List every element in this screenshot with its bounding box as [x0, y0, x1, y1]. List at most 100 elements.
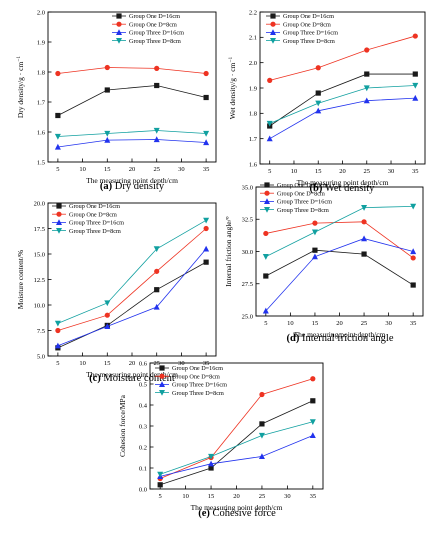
data-point — [310, 398, 316, 404]
x-tick-label: 15 — [315, 168, 322, 175]
series-line-4 — [269, 85, 416, 124]
data-point — [203, 245, 210, 252]
series-line-3 — [160, 435, 313, 477]
legend-entry: Group Three D=16cm — [277, 199, 332, 206]
x-tick-label: 5 — [56, 166, 59, 173]
data-point — [312, 247, 318, 253]
data-point — [361, 251, 367, 257]
data-point — [54, 342, 61, 349]
data-point — [311, 253, 318, 260]
data-point — [315, 107, 322, 114]
x-tick-label: 5 — [56, 360, 59, 367]
y-tick-label: 30.0 — [242, 249, 253, 256]
series-line-1 — [57, 85, 207, 116]
data-point — [54, 320, 61, 327]
data-point — [266, 135, 273, 142]
y-tick-label: 2.1 — [249, 35, 257, 42]
x-tick-label: 10 — [182, 493, 189, 500]
legend-marker — [159, 390, 165, 396]
y-tick-label: 5.0 — [37, 353, 45, 360]
y-tick-label: 0.4 — [139, 402, 148, 409]
data-point — [54, 143, 61, 150]
data-point — [154, 287, 160, 293]
data-point — [263, 230, 269, 237]
legend-marker — [56, 219, 62, 225]
legend-marker — [264, 198, 270, 204]
x-tick-label: 15 — [208, 493, 215, 500]
x-tick-label: 25 — [364, 168, 371, 175]
data-point — [104, 300, 111, 307]
legend-entry: Group Three D=16cm — [129, 30, 184, 37]
legend-entry: Group One D=16cm — [277, 182, 328, 189]
series-line-1 — [269, 73, 416, 127]
series-line-2 — [57, 228, 207, 331]
data-point — [309, 419, 316, 425]
x-axis-label: The measuring point depth/cm — [86, 370, 178, 379]
data-point — [262, 307, 269, 314]
legend-entry: Group Three D=16cm — [283, 30, 338, 37]
data-point — [153, 303, 160, 310]
legend-marker — [116, 29, 122, 35]
y-tick-label: 15.0 — [34, 251, 45, 258]
series-line-1 — [57, 261, 207, 349]
x-tick-label: 25 — [153, 166, 160, 173]
data-point — [315, 100, 322, 107]
x-tick-label: 35 — [203, 166, 210, 173]
data-point — [203, 94, 209, 101]
data-point — [361, 219, 367, 225]
y-tick-label: 17.5 — [34, 226, 45, 233]
data-point — [55, 70, 61, 77]
x-tick-label: 25 — [361, 320, 368, 327]
y-tick-label: 2.0 — [37, 9, 45, 16]
data-point — [361, 235, 368, 242]
data-point — [153, 246, 160, 253]
series-line-3 — [57, 139, 207, 148]
panel-caption: (b) Wet density — [310, 183, 376, 194]
panel-caption: (c) Moisture content — [89, 373, 175, 384]
data-point — [311, 229, 318, 236]
data-point — [410, 255, 416, 261]
x-tick-label: 15 — [312, 320, 319, 327]
data-point — [363, 97, 370, 104]
y-tick-label: 35.0 — [242, 184, 253, 191]
series-line-4 — [265, 205, 414, 258]
data-point — [262, 254, 269, 260]
data-point — [312, 220, 318, 226]
chart-panel-1: 5 10 15 20 25 30 35 1.5 1.6 1.7 1.8 1.9 2.0 The measu… — [16, 9, 217, 192]
legend-marker — [116, 13, 122, 19]
data-point — [104, 87, 110, 93]
legend-entry: Group One D=16cm — [129, 13, 180, 20]
x-tick-label: 20 — [233, 493, 240, 500]
y-tick-label: 0.1 — [139, 465, 147, 472]
data-point — [208, 465, 214, 471]
data-point — [412, 71, 418, 77]
data-point — [258, 432, 265, 439]
series-line-4 — [57, 130, 207, 137]
data-point — [315, 90, 321, 96]
data-point — [154, 65, 160, 71]
x-axis-label: The measuring point depth/cm — [297, 178, 389, 187]
y-tick-label: 27.5 — [242, 281, 253, 288]
legend-entry: Group One D=16cm — [172, 365, 223, 372]
y-tick-label: 0.0 — [139, 486, 147, 493]
legend-marker — [159, 365, 165, 371]
legend-entry: Group Three D=16cm — [172, 382, 227, 389]
y-tick-label: 0.3 — [139, 423, 147, 430]
x-tick-label: 15 — [104, 166, 111, 173]
data-point — [266, 120, 273, 127]
data-point — [410, 282, 416, 288]
y-axis-label: Internal friction angle/° — [224, 216, 233, 286]
legend-marker — [56, 203, 62, 209]
data-point — [361, 205, 368, 211]
data-point — [154, 268, 160, 274]
data-point — [154, 82, 160, 89]
x-tick-label: 10 — [291, 168, 298, 175]
x-tick-label: 25 — [259, 493, 266, 500]
series-line-3 — [265, 238, 414, 312]
x-tick-label: 20 — [129, 360, 136, 367]
x-tick-label: 10 — [287, 320, 294, 327]
series-line-3 — [269, 97, 416, 140]
x-tick-label: 5 — [268, 168, 271, 175]
x-tick-label: 10 — [79, 166, 86, 173]
y-tick-label: 1.5 — [37, 159, 45, 166]
